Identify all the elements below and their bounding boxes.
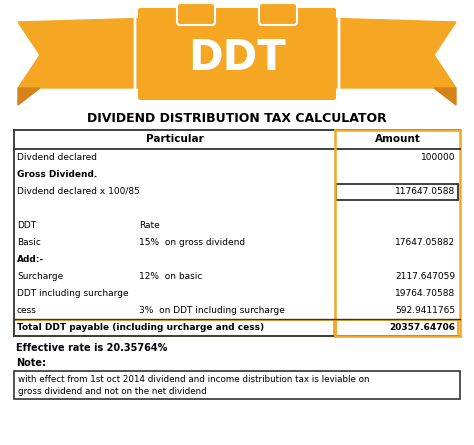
Text: DIVIDEND DISTRIBUTION TAX CALCULATOR: DIVIDEND DISTRIBUTION TAX CALCULATOR — [87, 112, 387, 125]
Text: Amount: Amount — [374, 134, 420, 145]
Text: 3%  on DDT including surcharge: 3% on DDT including surcharge — [139, 306, 285, 315]
Text: Particular: Particular — [146, 134, 203, 145]
Text: 117647.0588: 117647.0588 — [395, 187, 455, 196]
Text: with effect from 1st oct 2014 dividend and income distribution tax is leviable o: with effect from 1st oct 2014 dividend a… — [18, 375, 370, 396]
Text: 12%  on basic: 12% on basic — [139, 272, 202, 281]
Text: Surcharge: Surcharge — [17, 272, 63, 281]
FancyBboxPatch shape — [259, 3, 297, 25]
Text: 2117.647059: 2117.647059 — [395, 272, 455, 281]
Text: Total DDT payable (including urcharge and cess): Total DDT payable (including urcharge an… — [17, 323, 264, 332]
Text: 15%  on gross dividend: 15% on gross dividend — [139, 238, 245, 247]
Text: DDT: DDT — [17, 221, 36, 230]
Text: 17647.05882: 17647.05882 — [395, 238, 455, 247]
Text: Basic: Basic — [17, 238, 41, 247]
Polygon shape — [434, 88, 456, 105]
Text: Rate: Rate — [139, 221, 160, 230]
Polygon shape — [319, 18, 456, 88]
Text: DDT including surcharge: DDT including surcharge — [17, 289, 128, 298]
Bar — [14, 371, 460, 399]
FancyBboxPatch shape — [138, 8, 336, 100]
Text: Note:: Note: — [16, 358, 46, 368]
Text: 100000: 100000 — [420, 153, 455, 162]
Text: Gross Dividend.: Gross Dividend. — [17, 170, 97, 179]
Text: Divdend declared x 100/85: Divdend declared x 100/85 — [17, 187, 140, 196]
Text: cess: cess — [17, 306, 37, 315]
Polygon shape — [18, 18, 155, 88]
FancyBboxPatch shape — [177, 3, 215, 25]
Bar — [15, 320, 335, 336]
Text: Effective rate is 20.35764%: Effective rate is 20.35764% — [16, 343, 167, 353]
Text: 592.9411765: 592.9411765 — [395, 306, 455, 315]
Bar — [336, 183, 458, 199]
Text: 20357.64706: 20357.64706 — [389, 323, 455, 332]
Bar — [336, 320, 458, 336]
Polygon shape — [18, 88, 40, 105]
Text: 19764.70588: 19764.70588 — [395, 289, 455, 298]
Text: Add:-: Add:- — [17, 255, 44, 264]
Text: DDT: DDT — [188, 37, 286, 79]
Text: Divdend declared: Divdend declared — [17, 153, 97, 162]
